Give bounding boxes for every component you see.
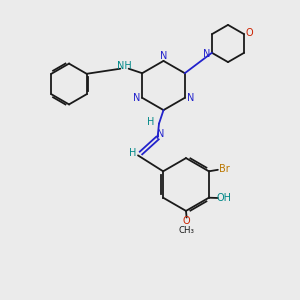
Text: N: N [160, 51, 167, 61]
Text: NH: NH [117, 61, 132, 71]
Text: Br: Br [219, 164, 230, 174]
Text: N: N [158, 129, 165, 140]
Text: O: O [183, 216, 190, 226]
Text: N: N [133, 93, 140, 103]
Text: CH₃: CH₃ [178, 226, 195, 235]
Text: O: O [246, 28, 253, 38]
Text: H: H [129, 148, 136, 158]
Text: H: H [147, 117, 154, 127]
Text: N: N [203, 49, 210, 59]
Text: OH: OH [217, 193, 232, 203]
Text: N: N [187, 93, 194, 103]
